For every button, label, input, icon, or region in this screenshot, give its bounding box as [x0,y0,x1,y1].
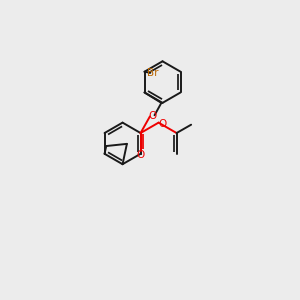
Text: Br: Br [147,68,158,78]
Text: O: O [148,111,156,121]
Text: O: O [159,119,167,129]
Text: O: O [136,150,145,160]
